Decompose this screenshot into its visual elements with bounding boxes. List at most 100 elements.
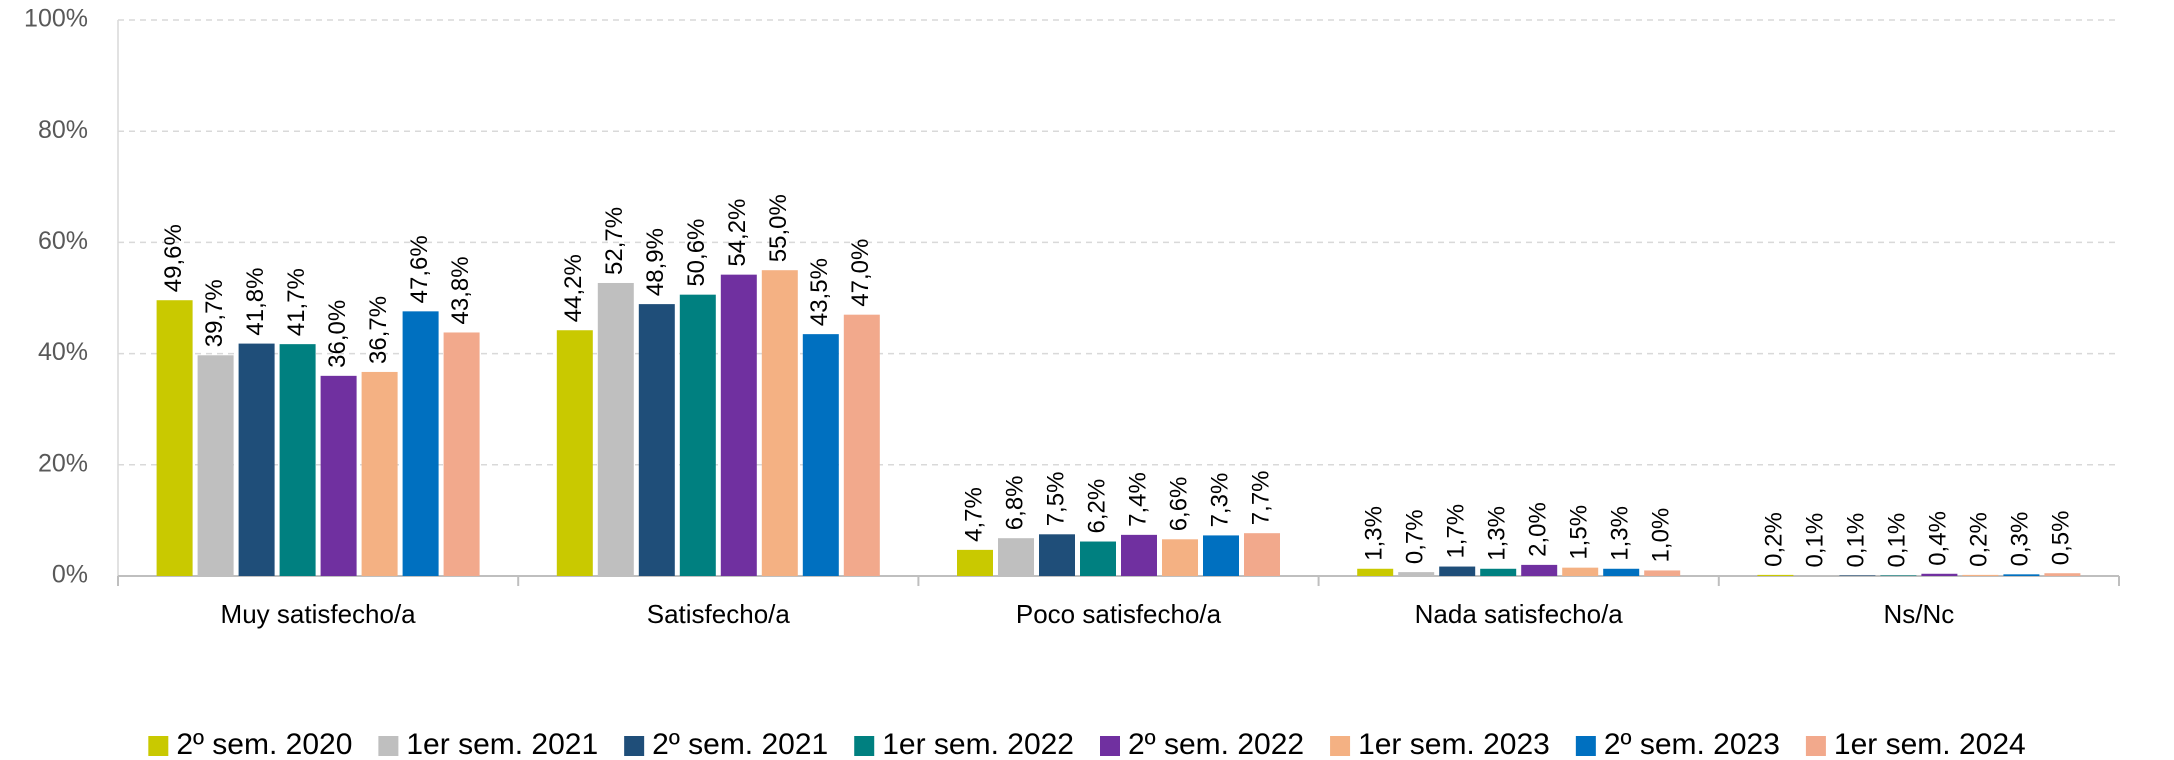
value-label: 43,8% — [447, 256, 474, 324]
bar — [597, 282, 634, 576]
legend-label: 2º sem. 2021 — [652, 728, 828, 760]
y-tick-label: 80% — [38, 116, 88, 144]
bar — [761, 270, 798, 576]
value-label: 36,7% — [365, 296, 392, 364]
bar — [2003, 574, 2040, 576]
value-label: 7,7% — [1247, 470, 1274, 525]
value-label: 48,9% — [642, 228, 669, 296]
legend-label: 2º sem. 2023 — [1604, 728, 1780, 760]
value-label: 6,2% — [1083, 479, 1110, 534]
value-label: 7,4% — [1124, 472, 1151, 527]
bar — [1480, 568, 1517, 576]
legend-swatch — [378, 736, 399, 756]
y-tick-label: 20% — [38, 449, 88, 477]
value-label: 0,5% — [2048, 511, 2075, 566]
bar — [1398, 572, 1435, 576]
value-label: 0,1% — [1802, 513, 1829, 568]
legend-label: 1er sem. 2024 — [1834, 728, 2026, 760]
value-label: 1,5% — [1566, 505, 1593, 560]
legend-label: 1er sem. 2021 — [406, 728, 598, 760]
bar — [1644, 570, 1681, 576]
bar — [1798, 575, 1835, 576]
value-label: 44,2% — [560, 254, 587, 322]
bar — [1121, 534, 1157, 576]
bar — [2044, 573, 2081, 576]
x-tick-label: Ns/Nc — [1884, 599, 1955, 629]
bar — [156, 300, 193, 576]
legend-label: 2º sem. 2022 — [1128, 728, 1304, 760]
legend-swatch — [148, 736, 169, 756]
x-tick-label: Satisfecho/a — [647, 599, 791, 629]
bar — [720, 274, 757, 576]
x-tick-label: Muy satisfecho/a — [221, 599, 417, 629]
value-label: 50,6% — [683, 219, 710, 287]
legend-swatch — [1330, 736, 1351, 756]
bar — [320, 375, 357, 576]
bar — [1921, 573, 1958, 576]
bar — [1357, 568, 1394, 576]
bar — [1603, 568, 1640, 576]
bar — [1244, 533, 1280, 576]
value-label: 47,6% — [406, 235, 433, 303]
legend-swatch — [854, 736, 875, 756]
value-label: 39,7% — [201, 279, 228, 347]
bar — [1162, 539, 1198, 576]
legend-swatch — [1805, 736, 1826, 756]
value-label: 54,2% — [724, 199, 751, 267]
value-label: 1,3% — [1607, 506, 1634, 561]
bar — [638, 304, 675, 576]
value-label: 0,3% — [2007, 512, 2034, 567]
x-tick-label: Nada satisfecho/a — [1415, 599, 1624, 629]
value-label: 47,0% — [847, 239, 874, 307]
bar — [238, 343, 275, 576]
value-label: 49,6% — [160, 224, 187, 292]
bar — [1080, 541, 1116, 576]
value-label: 0,2% — [1761, 512, 1788, 567]
bar — [1039, 534, 1075, 576]
y-tick-label: 100% — [24, 5, 88, 33]
legend-swatch — [1100, 736, 1120, 756]
y-tick-label: 60% — [38, 227, 88, 255]
bar — [556, 330, 593, 576]
bar — [402, 311, 439, 576]
legend-swatch — [1575, 736, 1596, 756]
value-label: 43,5% — [806, 258, 833, 326]
value-label: 52,7% — [601, 207, 628, 275]
bar — [197, 355, 234, 576]
value-label: 4,7% — [960, 487, 987, 542]
bar — [802, 334, 839, 576]
value-label: 55,0% — [765, 194, 792, 262]
y-tick-label: 40% — [38, 338, 88, 366]
value-label: 1,0% — [1648, 508, 1675, 563]
bar — [998, 538, 1034, 576]
bar — [957, 549, 993, 576]
legend: 2º sem. 2020 1er sem. 2021 2º sem. 2021 1er… — [148, 728, 2026, 760]
bar — [843, 314, 880, 576]
bar — [279, 344, 316, 576]
value-label: 1,3% — [1484, 506, 1511, 561]
value-label: 0,1% — [1843, 513, 1870, 568]
y-tick-label: 0% — [52, 561, 88, 589]
value-label: 1,3% — [1361, 506, 1388, 561]
value-label: 7,3% — [1206, 473, 1233, 528]
bar — [1757, 574, 1794, 576]
bar — [1203, 535, 1239, 576]
value-label: 41,7% — [283, 268, 310, 336]
value-label: 0,4% — [1925, 511, 1952, 566]
bar — [361, 371, 398, 576]
bar — [1439, 566, 1476, 576]
value-label: 41,8% — [242, 268, 269, 336]
bar — [1839, 575, 1876, 576]
bar — [1880, 575, 1917, 576]
x-tick-label: Poco satisfecho/a — [1016, 599, 1222, 629]
value-label: 1,7% — [1443, 504, 1470, 559]
value-label: 6,8% — [1001, 475, 1028, 530]
legend-label: 1er sem. 2022 — [882, 728, 1074, 760]
bar — [443, 332, 480, 576]
value-label: 7,5% — [1042, 472, 1069, 527]
value-label: 0,2% — [1966, 512, 1993, 567]
value-label: 6,6% — [1165, 477, 1192, 532]
legend-label: 2º sem. 2020 — [176, 728, 352, 760]
bar — [1562, 567, 1599, 576]
